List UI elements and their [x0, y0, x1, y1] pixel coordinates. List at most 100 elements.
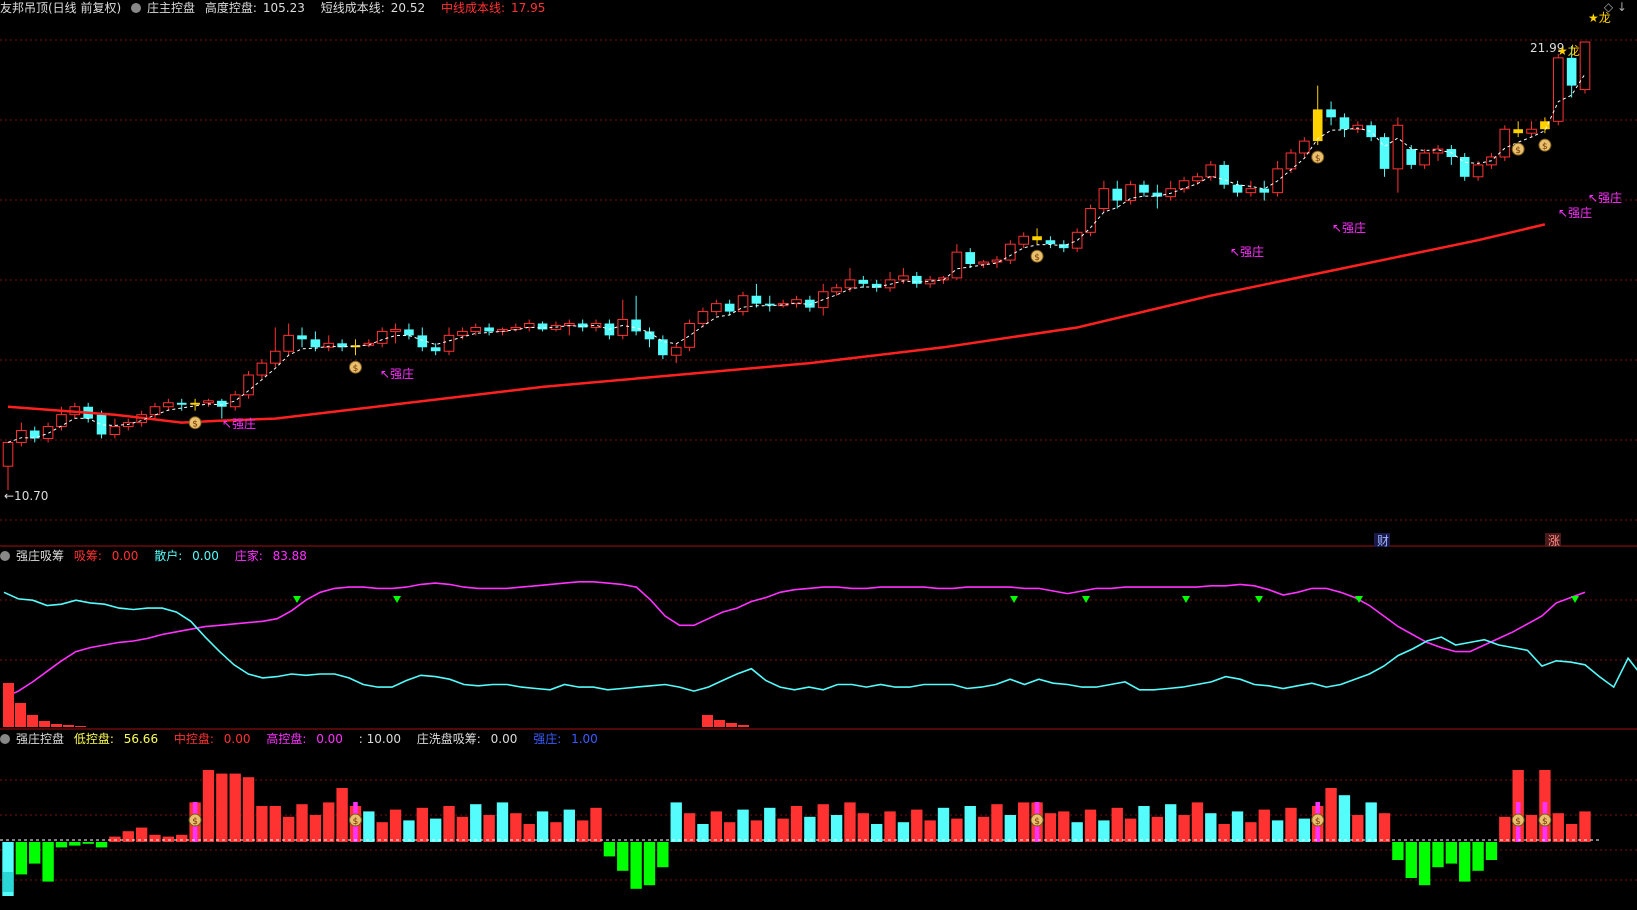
- control-bar: [1298, 818, 1311, 842]
- candle-body: [537, 323, 548, 330]
- control-bar: [202, 770, 215, 842]
- control-bar: [1352, 815, 1364, 842]
- money-bag-icon: [1511, 142, 1525, 156]
- control-bar: [1138, 806, 1150, 842]
- top-mark: ★龙: [1588, 11, 1611, 25]
- panel3-toggle-icon[interactable]: [0, 734, 10, 744]
- qiangzhuang-label: ↖强庄: [380, 366, 414, 381]
- control-bar: [510, 813, 522, 842]
- candle-body: [176, 402, 187, 405]
- absorb-bar: [39, 721, 50, 727]
- p3-value-4: : 10.00: [358, 732, 401, 746]
- control-bar: [1151, 816, 1164, 842]
- control-bar: [1499, 816, 1511, 842]
- control-bar: [1245, 822, 1257, 842]
- p3-label-5: 庄洗盘吸筹:: [416, 732, 481, 746]
- qiangzhuang-label: ↖强庄: [1332, 220, 1366, 235]
- candle-body: [203, 400, 214, 404]
- indicator-item-2: 短线成本线: 20.52: [321, 1, 431, 15]
- money-bag-icon: [1538, 138, 1552, 152]
- candle-body: [510, 326, 522, 330]
- panel3-item-5: 庄洗盘吸筹: 0.00: [417, 732, 524, 746]
- control-bar: [95, 842, 108, 848]
- candle-body: [2, 441, 14, 467]
- control-bar: [149, 834, 161, 842]
- candle-body: [1419, 152, 1430, 166]
- candle-body: [978, 261, 989, 265]
- candle-body: [470, 326, 482, 332]
- money-bag-icon: [1511, 813, 1525, 827]
- money-bag-icon: [348, 813, 362, 827]
- candle-body: [337, 343, 347, 348]
- candle-body: [390, 328, 401, 332]
- green-triangle-marker: [1010, 596, 1018, 603]
- candle-body: [1245, 188, 1257, 194]
- candle-body: [844, 279, 856, 289]
- price-panel-header: 友邦吊顶(日线 前复权) 庄主控盘 高度控盘: 105.23 短线成本线: 20.5…: [0, 0, 557, 16]
- control-bar: [229, 773, 241, 842]
- absorb-bar: [738, 725, 749, 727]
- candle-body: [1085, 208, 1096, 233]
- money-bag-icon-glyph: $: [192, 817, 198, 827]
- control-bar: [1231, 811, 1244, 842]
- control-bar: [1165, 804, 1177, 842]
- label-1: 高度控盘:: [204, 1, 257, 15]
- candle-body: [1205, 164, 1217, 178]
- candle-body: [951, 251, 963, 279]
- candle-body: [1366, 125, 1376, 138]
- panel3-item-6: 强庄: 1.00: [533, 732, 604, 746]
- money-bag-icon-glyph: $: [1542, 817, 1548, 827]
- candle-body: [711, 303, 722, 313]
- candle-body: [1219, 164, 1229, 185]
- candle-body: [658, 339, 668, 356]
- candle-body: [670, 346, 682, 356]
- control-bar: [1405, 842, 1417, 878]
- control-bar: [603, 842, 616, 857]
- top-right-icons[interactable]: ◇ ↓: [1603, 0, 1627, 14]
- money-bag-icon: [1030, 249, 1044, 263]
- control-bar: [69, 842, 81, 846]
- candle-body: [684, 322, 695, 348]
- green-triangle-marker: [1182, 596, 1190, 603]
- control-bar: [1365, 802, 1377, 842]
- p2-value-2: 0.00: [192, 549, 219, 563]
- candle-body: [858, 279, 869, 284]
- indicator-toggle-icon[interactable]: [131, 3, 142, 13]
- candle-body: [911, 275, 922, 284]
- green-triangle-marker: [1571, 596, 1579, 603]
- candle-body: [697, 311, 709, 324]
- panel2-toggle-icon[interactable]: [0, 551, 10, 561]
- qiangzhuang-label: ↖强庄: [1588, 190, 1622, 205]
- panel3-title: 强庄控盘: [16, 732, 65, 746]
- candle-body: [577, 323, 588, 328]
- mid-cost-line: [7, 223, 1546, 424]
- p3-label-1: 低控盘:: [73, 732, 114, 746]
- control-bar: [1418, 842, 1431, 886]
- control-bar: [697, 824, 709, 842]
- control-bar: [2, 872, 14, 892]
- candle-body: [1513, 129, 1523, 134]
- p3-value-3: 0.00: [316, 732, 343, 746]
- control-bar: [951, 818, 963, 842]
- control-bar: [336, 788, 348, 842]
- control-bar: [937, 807, 950, 842]
- candle-body: [777, 303, 789, 307]
- candle-body: [1018, 235, 1030, 245]
- candle-body: [1139, 184, 1149, 193]
- control-bar: [523, 824, 535, 842]
- control-bar: [1084, 809, 1097, 842]
- candle-body: [96, 414, 107, 435]
- label-2: 短线成本线:: [320, 1, 385, 15]
- candle-body: [1406, 149, 1417, 165]
- zhang-marker-bg: [1545, 533, 1561, 547]
- money-bag-icon: [188, 416, 202, 430]
- p3-label-6: 强庄:: [533, 732, 562, 746]
- control-bar: [483, 815, 495, 842]
- control-bar: [1258, 809, 1270, 842]
- candle-body: [1152, 192, 1163, 197]
- control-bar: [536, 811, 549, 842]
- control-bar: [844, 802, 856, 842]
- p3-value-1: 56.66: [123, 732, 159, 746]
- candle-body: [631, 319, 641, 332]
